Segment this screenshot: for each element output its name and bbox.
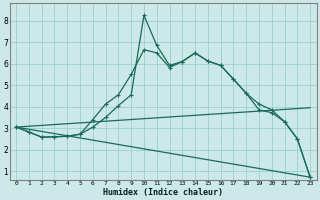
X-axis label: Humidex (Indice chaleur): Humidex (Indice chaleur) bbox=[103, 188, 223, 197]
